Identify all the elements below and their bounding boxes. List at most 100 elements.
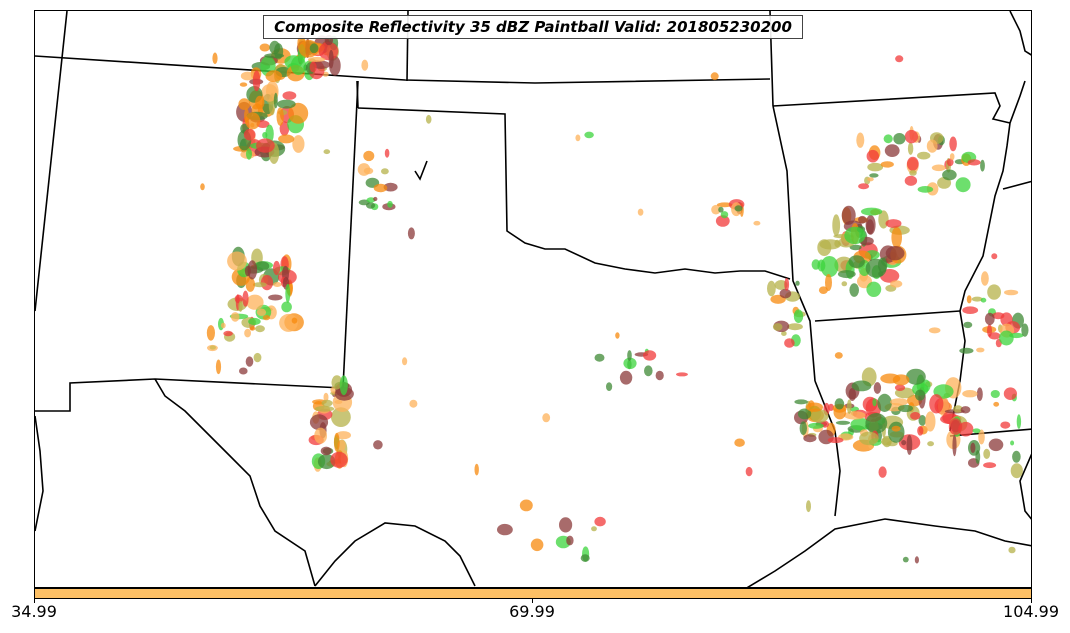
storm-cell — [409, 399, 418, 408]
storm-cell — [309, 61, 317, 73]
storm-cell — [425, 114, 432, 124]
storm-cell — [644, 365, 653, 377]
storm-cell — [781, 331, 787, 336]
storm-cell — [810, 409, 829, 423]
colorbar — [34, 588, 1032, 599]
storm-cell — [906, 368, 926, 385]
colorbar-tick — [34, 599, 35, 603]
storm-cell — [331, 375, 343, 390]
storm-cell — [865, 258, 887, 278]
storm-cell — [885, 219, 902, 228]
storm-cell — [827, 437, 844, 444]
storm-cell — [841, 281, 848, 287]
storm-cell — [312, 60, 331, 69]
west-edge-river — [35, 415, 44, 532]
storm-cell — [972, 428, 981, 434]
storm-cell — [962, 390, 978, 398]
storm-cell — [1010, 440, 1015, 446]
storm-cell — [942, 169, 957, 181]
storm-cell — [220, 322, 226, 329]
storm-cell — [265, 70, 283, 82]
storm-cell — [710, 72, 719, 81]
storm-cell — [865, 215, 876, 235]
storm-cell — [884, 144, 900, 158]
storm-cell — [407, 227, 415, 240]
storm-cell — [223, 330, 233, 337]
storm-cell — [559, 517, 573, 533]
storm-cell — [878, 466, 887, 478]
storm-cell — [230, 312, 240, 322]
storm-cell — [841, 205, 856, 225]
storm-cell — [288, 102, 309, 124]
storm-cell — [866, 149, 879, 163]
storm-cell — [246, 294, 264, 310]
storm-cell — [715, 215, 730, 227]
storm-cell — [844, 226, 866, 245]
storm-cell — [867, 162, 884, 172]
tx-nm-border — [35, 378, 344, 412]
storm-cell — [984, 312, 995, 326]
storm-cell — [992, 312, 1005, 320]
storm-cell — [970, 442, 976, 453]
storm-cell — [887, 421, 905, 443]
storm-cell — [978, 429, 985, 445]
storm-cell — [734, 205, 743, 212]
storm-cell — [238, 98, 251, 110]
storm-cell — [328, 49, 334, 69]
storm-cell — [893, 133, 906, 145]
storm-cell — [276, 107, 284, 126]
storm-cell — [906, 156, 919, 171]
ok-lake — [414, 160, 428, 181]
storm-cell — [207, 344, 218, 352]
storm-cell — [890, 398, 909, 406]
storm-cell — [720, 211, 729, 219]
storm-cell — [261, 84, 278, 102]
storm-cell — [848, 255, 865, 268]
storm-cell — [926, 139, 938, 153]
storm-cell — [962, 306, 979, 315]
storm-cell — [627, 350, 632, 361]
storm-cell — [566, 535, 574, 546]
storm-cell — [248, 317, 261, 326]
storm-cell — [987, 284, 1001, 300]
mo-ar-border — [772, 92, 1011, 124]
storm-cell — [971, 296, 983, 302]
storm-cell — [856, 132, 865, 148]
storm-cell — [239, 82, 248, 87]
storm-cell — [384, 148, 390, 158]
storm-cell — [320, 446, 332, 456]
storm-cell — [846, 399, 852, 414]
mississippi-river — [949, 80, 1026, 432]
storm-cell — [909, 170, 917, 176]
storm-cell — [331, 407, 351, 427]
storm-cell — [891, 226, 902, 249]
storm-cell — [387, 200, 393, 208]
storm-cell — [206, 325, 215, 341]
storm-cell — [914, 389, 926, 401]
storm-cell — [958, 421, 974, 437]
storm-cell — [858, 183, 870, 190]
storm-cell — [917, 186, 934, 193]
storm-cell — [584, 131, 594, 139]
storm-cell — [983, 448, 991, 459]
storm-cell — [240, 71, 255, 81]
storm-cell — [959, 347, 974, 354]
storm-cell — [200, 183, 205, 191]
storm-cell — [784, 278, 790, 291]
storm-cell — [252, 70, 261, 92]
map-frame — [34, 10, 1032, 588]
storm-cell — [890, 280, 903, 288]
storm-cell — [929, 394, 944, 414]
storm-cell — [279, 121, 290, 136]
storm-cell — [787, 323, 803, 331]
tn-ms-border — [1002, 180, 1031, 190]
storm-cell — [767, 280, 776, 297]
storm-cell — [314, 405, 335, 412]
storm-cell — [946, 158, 954, 167]
storm-cell — [861, 207, 883, 216]
storm-cell — [361, 59, 369, 71]
storm-cell — [245, 356, 254, 367]
storm-cell — [881, 437, 892, 446]
nm-west-border — [35, 11, 68, 312]
storm-cell — [281, 301, 292, 313]
